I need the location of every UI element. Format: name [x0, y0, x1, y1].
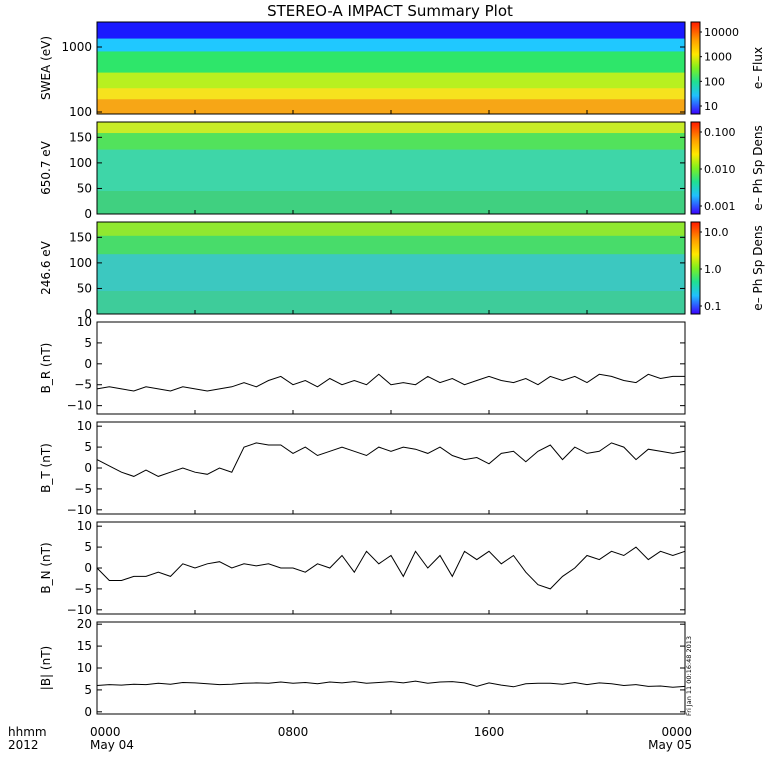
y-tick-label: 50	[77, 281, 92, 295]
y-axis-label: |B| (nT)	[39, 646, 53, 690]
series-line	[96, 546, 686, 590]
y-axis-label: SWEA (eV)	[39, 36, 53, 100]
y-tick-label: 0	[84, 461, 92, 475]
y-tick-label: 0	[84, 705, 92, 719]
y-axis-label: 650.7 eV	[39, 140, 53, 195]
y-tick-label: 0	[84, 561, 92, 575]
y-tick-label: 0	[84, 307, 92, 321]
heatmap-band-6	[97, 99, 685, 115]
y-tick-label: −10	[67, 399, 92, 413]
x-tick-date-label: May 04	[90, 738, 134, 752]
y-tick-label: 100	[69, 256, 92, 270]
colorbar	[690, 221, 701, 315]
y-tick-label: 5	[84, 683, 92, 697]
y-tick-label: 10	[77, 419, 92, 433]
y-axis-label: B_T (nT)	[39, 443, 53, 493]
y-tick-label: 5	[84, 336, 92, 350]
y-tick-label: 10	[77, 315, 92, 329]
colorbar-label: e– Ph Sp Dens	[751, 225, 765, 310]
panel-6: 10 5 0 −5 −10 B_N (nT)	[39, 519, 686, 617]
heatmap-band-4	[97, 291, 685, 315]
y-tick-label: 20	[77, 617, 92, 631]
panel-5: 10 5 0 −5 −10 B_T (nT)	[39, 419, 686, 517]
timestamp-note: Fri Jan 11 00:16:48 2013	[685, 636, 693, 716]
y-tick-label: −5	[74, 482, 92, 496]
colorbar-tick-label: 0.1	[704, 300, 722, 313]
heatmap-band-4	[97, 72, 685, 89]
y-tick-label: 0	[84, 357, 92, 371]
heatmap-band-3	[97, 254, 685, 292]
panel-7: 20 15 10 5 0 |B| (nT)	[39, 617, 686, 719]
colorbar-label: e– Ph Sp Dens	[751, 125, 765, 210]
y-tick-label: 150	[69, 230, 92, 244]
series-line	[96, 442, 686, 477]
heatmap-band-2	[97, 38, 685, 52]
colorbar-tick-label: 0.100	[704, 126, 736, 139]
colorbar-tick-label: 10000	[704, 26, 739, 39]
plot-frame	[96, 321, 686, 415]
colorbar-tick-label: 0.010	[704, 163, 736, 176]
y-axis-label: 246.6 eV	[39, 240, 53, 295]
colorbar-tick-label: 1.0	[704, 263, 722, 276]
y-tick-label: −5	[74, 582, 92, 596]
y-tick-label: 5	[84, 440, 92, 454]
colorbar-label: e– Flux	[751, 47, 765, 89]
y-tick-label: 1000	[61, 40, 92, 54]
y-tick-label: 150	[69, 130, 92, 144]
panel-1: 10000 1000 100 10 e– Flux 1000 100 SWEA (eV)	[39, 21, 765, 119]
x-axis-row1-label: hhmm	[8, 725, 47, 739]
heatmap-band-4	[97, 191, 685, 215]
heatmap-band-2	[97, 235, 685, 255]
y-tick-label: 15	[77, 639, 92, 653]
x-tick-date-label: May 05	[648, 738, 692, 752]
y-tick-label: 0	[84, 207, 92, 221]
colorbar	[690, 121, 701, 215]
colorbar-tick-label: 1000	[704, 51, 732, 64]
y-tick-label: 5	[84, 540, 92, 554]
plot-frame	[96, 521, 686, 615]
series-line	[96, 373, 685, 392]
colorbar-tick-label: 100	[704, 75, 725, 88]
panel-4: 10 5 0 −5 −10 B_R (nT)	[39, 315, 686, 415]
x-tick-label: 1600	[474, 725, 505, 739]
y-tick-label: 100	[69, 156, 92, 170]
colorbar-tick-label: 10.0	[704, 226, 729, 239]
y-tick-label: 10	[77, 661, 92, 675]
heatmap-band-5	[97, 88, 685, 100]
y-tick-label: −10	[67, 503, 92, 517]
y-tick-label: 10	[77, 519, 92, 533]
panel-2: 0.100 0.010 0.001 e– Ph Sp Dens 150 100 50 0 650…	[39, 121, 765, 221]
y-axis-label: B_N (nT)	[39, 542, 53, 593]
heatmap-band-1	[97, 22, 685, 40]
x-tick-label: 0000	[90, 725, 121, 739]
x-tick-label: 0000	[661, 725, 692, 739]
colorbar-tick-label: 10	[704, 100, 718, 113]
colorbar-tick-label: 0.001	[704, 200, 736, 213]
heatmap-band-3	[97, 51, 685, 74]
y-tick-label: 50	[77, 181, 92, 195]
y-tick-label: 100	[69, 105, 92, 119]
heatmap-band-3	[97, 149, 685, 192]
series-line	[96, 680, 686, 688]
plot-frame	[96, 421, 686, 515]
plot-frame	[96, 621, 686, 715]
figure-title: STEREO-A IMPACT Summary Plot	[267, 2, 513, 20]
x-tick-label: 0800	[278, 725, 309, 739]
heatmap-band-1	[97, 122, 685, 134]
x-axis-row2-label: 2012	[8, 738, 39, 752]
heatmap-band-2	[97, 133, 685, 151]
panel-3: 10.0 1.0 0.1 e– Ph Sp Dens 150 100 50 0 246.6 eV	[39, 221, 765, 321]
y-tick-label: −10	[67, 603, 92, 617]
y-axis-label: B_R (nT)	[39, 343, 53, 394]
y-tick-label: −5	[74, 378, 92, 392]
colorbar	[690, 21, 701, 115]
heatmap-band-1	[97, 222, 685, 237]
